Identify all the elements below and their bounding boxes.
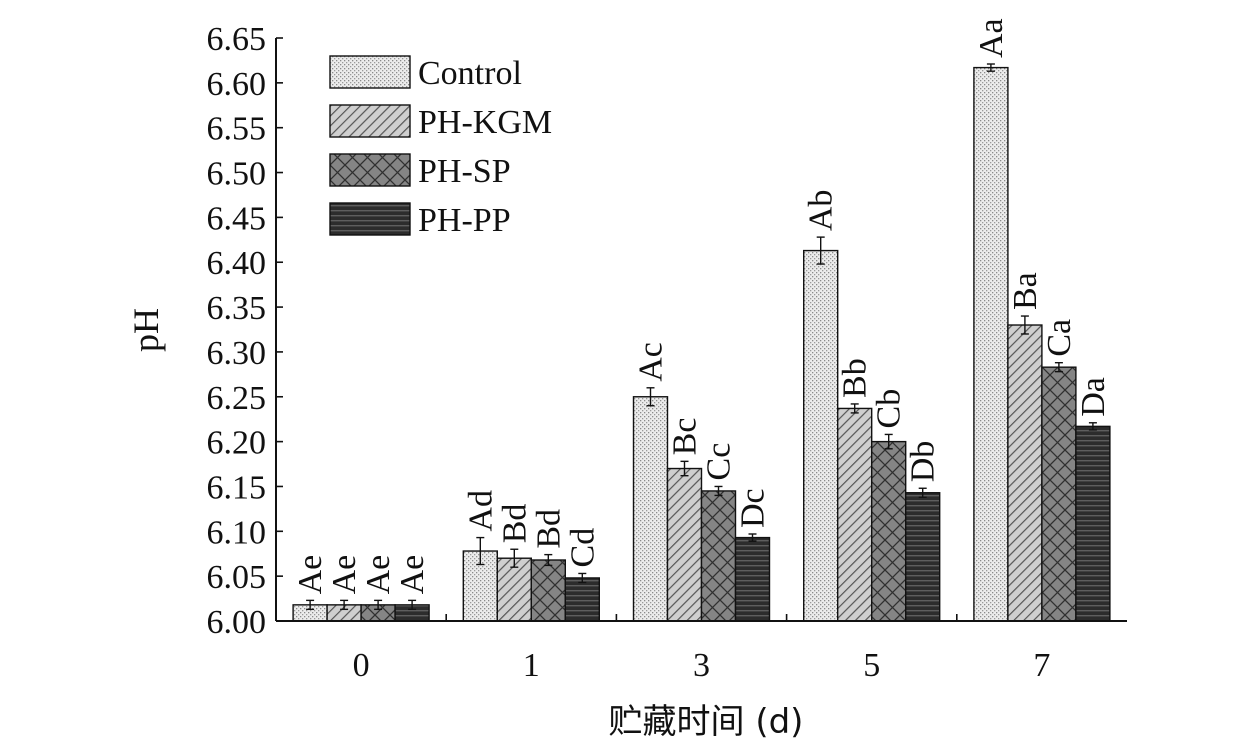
significance-label: Ae bbox=[326, 555, 363, 595]
x-tick-label: 0 bbox=[353, 647, 370, 684]
bar-ph-sp-7 bbox=[1041, 366, 1077, 622]
bar-ph-kgm-5 bbox=[837, 407, 873, 622]
x-tick-label: 5 bbox=[863, 647, 880, 684]
legend-label-control: Control bbox=[418, 55, 522, 92]
y-tick-label: 6.05 bbox=[207, 559, 267, 596]
x-tick-label: 7 bbox=[1033, 647, 1050, 684]
y-tick-label: 6.00 bbox=[207, 604, 267, 641]
bar-control-3 bbox=[632, 396, 669, 622]
significance-label: Ae bbox=[394, 555, 431, 595]
y-tick-label: 6.30 bbox=[207, 335, 267, 372]
y-tick-label: 6.50 bbox=[207, 156, 267, 193]
x-tick-label: 1 bbox=[523, 647, 540, 684]
legend: Control PH-KGM PH-SP PH-PP bbox=[329, 55, 552, 239]
legend-label-ph-kgm: PH-KGM bbox=[418, 104, 552, 141]
legend-label-ph-sp: PH-SP bbox=[418, 153, 511, 190]
bar-ph-sp-5 bbox=[871, 440, 907, 622]
significance-label: Da bbox=[1075, 377, 1112, 417]
significance-label: Ab bbox=[803, 190, 840, 232]
significance-label: Cb bbox=[871, 389, 908, 429]
significance-label: Dc bbox=[735, 488, 772, 528]
significance-label: Bd bbox=[530, 509, 567, 549]
significance-label: Bb bbox=[837, 358, 874, 398]
significance-label: Ae bbox=[292, 555, 329, 595]
y-tick-label: 6.60 bbox=[207, 66, 267, 103]
y-tick-label: 6.15 bbox=[207, 469, 267, 506]
axes-layer: 0 1 3 5 7 6.00 6.05 6.10 6.15 6.20 6.25 6.30 6.35 6.4… bbox=[207, 21, 1127, 684]
y-tick-label: 6.55 bbox=[207, 111, 267, 148]
y-tick-label: 6.45 bbox=[207, 200, 267, 237]
significance-label: Ca bbox=[1041, 319, 1078, 357]
bar-ph-sp-3 bbox=[700, 490, 737, 622]
significance-label: Cc bbox=[701, 443, 738, 481]
y-tick-label: 6.40 bbox=[207, 245, 267, 282]
significance-label: Bc bbox=[667, 418, 704, 456]
bar-ph-pp-1 bbox=[564, 577, 600, 622]
y-tick-label: 6.10 bbox=[207, 514, 267, 551]
y-tick-label: 6.35 bbox=[207, 290, 267, 327]
bar-ph-kgm-7 bbox=[1007, 324, 1043, 622]
significance-label: Ba bbox=[1007, 272, 1044, 310]
bars-layer bbox=[292, 63, 1111, 622]
bar-control-7 bbox=[973, 66, 1009, 622]
bar-ph-kgm-3 bbox=[666, 467, 703, 622]
y-tick-label: 6.25 bbox=[207, 380, 267, 417]
legend-swatch-ph-kgm bbox=[329, 104, 411, 138]
significance-label: Ad bbox=[462, 490, 499, 532]
bar-ph-pp-3 bbox=[734, 536, 771, 622]
significance-label: Ae bbox=[360, 555, 397, 595]
bar-ph-pp-7 bbox=[1075, 425, 1111, 622]
legend-label-ph-pp: PH-PP bbox=[418, 202, 511, 239]
x-axis-title: 贮藏时间 (d) bbox=[609, 702, 804, 742]
y-axis-title: pH bbox=[126, 308, 166, 352]
legend-swatch-ph-pp bbox=[329, 202, 411, 236]
significance-label: Cd bbox=[564, 528, 601, 568]
y-tick-label: 6.65 bbox=[207, 21, 267, 58]
legend-swatch-ph-sp bbox=[329, 153, 411, 187]
bar-control-5 bbox=[803, 249, 839, 622]
significance-label: Db bbox=[905, 441, 942, 483]
bar-ph-pp-5 bbox=[905, 492, 941, 622]
legend-swatch-control bbox=[329, 55, 411, 89]
bar-ph-sp-1 bbox=[530, 559, 566, 622]
x-tick-label: 3 bbox=[693, 647, 710, 684]
significance-label: Aa bbox=[973, 18, 1010, 58]
y-tick-label: 6.20 bbox=[207, 425, 267, 462]
significance-label: Bd bbox=[496, 504, 533, 544]
significance-label: Ac bbox=[633, 342, 670, 382]
